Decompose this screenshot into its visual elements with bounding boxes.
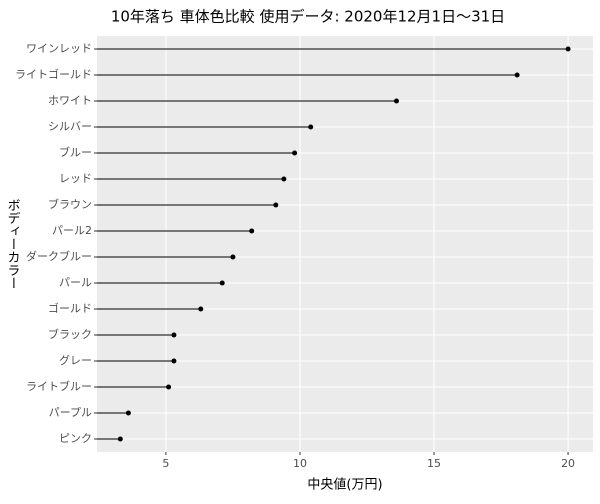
- y-tick-label: ブラック: [48, 327, 92, 341]
- y-tick-label: パール: [59, 276, 92, 289]
- dot: [230, 254, 236, 260]
- dot: [125, 410, 131, 416]
- dot: [219, 280, 225, 286]
- y-tick-label: ピンク: [59, 432, 92, 445]
- panel: [97, 36, 593, 452]
- x-tick-label: 10: [293, 457, 307, 470]
- x-axis-label: 中央値(万円): [307, 477, 382, 493]
- dot: [565, 46, 571, 52]
- y-tick-label: ゴールド: [48, 301, 92, 315]
- dot: [514, 72, 520, 78]
- y-tick-label: パール2: [52, 224, 92, 237]
- chart-title: 10年落ち 車体色比較 使用データ: 2020年12月1日～31日: [111, 8, 505, 26]
- dot: [292, 150, 298, 156]
- dot: [249, 228, 255, 234]
- dot: [198, 306, 204, 312]
- y-tick-label: ダークブルー: [26, 249, 92, 263]
- dot: [166, 384, 172, 390]
- y-axis-label: ボディーカラー: [5, 199, 20, 290]
- y-tick-label: パープル: [49, 406, 92, 419]
- x-tick-label: 20: [561, 457, 575, 470]
- dot: [393, 98, 399, 104]
- y-tick-label: グレー: [59, 353, 92, 367]
- y-tick-label: ワインレッド: [26, 42, 92, 55]
- dot: [273, 202, 279, 208]
- dot: [308, 124, 314, 130]
- dot: [281, 176, 287, 182]
- dot: [117, 436, 123, 442]
- y-tick-label: ライトゴールド: [15, 67, 92, 81]
- x-tick-label: 5: [162, 457, 169, 470]
- dot: [171, 332, 177, 338]
- y-tick-label: ブラウン: [48, 197, 92, 211]
- y-tick-label: ライトブルー: [26, 379, 92, 393]
- y-tick-label: ホワイト: [48, 94, 92, 107]
- y-tick-label: ブルー: [59, 145, 92, 159]
- y-tick-label: シルバー: [48, 120, 92, 133]
- y-tick-label: レッド: [59, 172, 92, 185]
- x-tick-label: 15: [427, 457, 441, 470]
- dot: [171, 358, 177, 364]
